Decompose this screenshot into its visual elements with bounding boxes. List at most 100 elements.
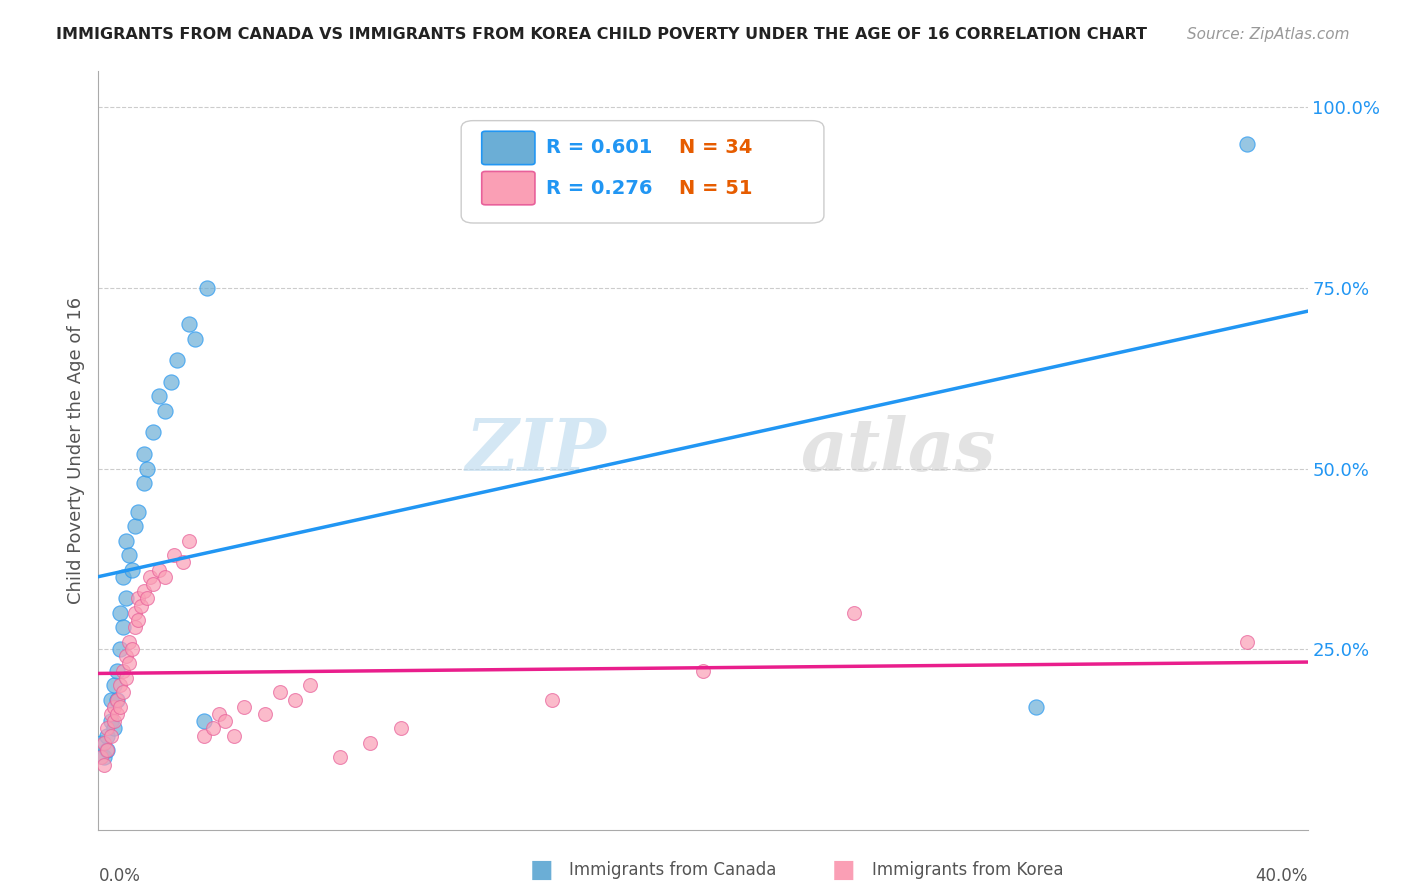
Point bbox=[284, 692, 307, 706]
Point bbox=[129, 599, 152, 613]
Point bbox=[142, 425, 165, 440]
Point bbox=[166, 353, 188, 368]
Point bbox=[153, 403, 176, 417]
Point bbox=[90, 736, 112, 750]
Point bbox=[103, 678, 125, 692]
Point bbox=[172, 555, 194, 569]
FancyBboxPatch shape bbox=[461, 120, 824, 223]
Point bbox=[195, 281, 218, 295]
Text: R = 0.276: R = 0.276 bbox=[546, 178, 652, 198]
Point bbox=[148, 389, 170, 403]
Point bbox=[114, 671, 136, 685]
Point bbox=[96, 743, 118, 757]
Point bbox=[135, 461, 157, 475]
Text: ■: ■ bbox=[530, 858, 553, 881]
Point bbox=[114, 591, 136, 606]
Point bbox=[103, 722, 125, 736]
Text: 40.0%: 40.0% bbox=[1256, 867, 1308, 886]
Point bbox=[90, 750, 112, 764]
Point bbox=[100, 714, 122, 729]
Point bbox=[96, 722, 118, 736]
Point bbox=[1236, 635, 1258, 649]
Text: R = 0.601: R = 0.601 bbox=[546, 138, 652, 158]
Point bbox=[118, 657, 141, 671]
Point bbox=[179, 317, 201, 331]
Point bbox=[108, 606, 131, 620]
Point bbox=[93, 757, 115, 772]
Point bbox=[844, 606, 866, 620]
Text: 0.0%: 0.0% bbox=[98, 867, 141, 886]
Point bbox=[135, 591, 157, 606]
Text: ZIP: ZIP bbox=[465, 415, 606, 486]
Point bbox=[93, 750, 115, 764]
Point bbox=[108, 678, 131, 692]
Point bbox=[105, 664, 128, 678]
Point bbox=[253, 706, 276, 721]
Point bbox=[103, 699, 125, 714]
FancyBboxPatch shape bbox=[482, 131, 534, 165]
Point bbox=[121, 563, 143, 577]
Text: ■: ■ bbox=[832, 858, 855, 881]
Point bbox=[142, 577, 165, 591]
Point bbox=[105, 706, 128, 721]
Point bbox=[160, 375, 183, 389]
Text: Source: ZipAtlas.com: Source: ZipAtlas.com bbox=[1187, 27, 1350, 42]
Text: N = 51: N = 51 bbox=[679, 178, 752, 198]
Point bbox=[193, 729, 215, 743]
Point bbox=[124, 519, 146, 533]
Text: atlas: atlas bbox=[800, 415, 995, 486]
Point bbox=[214, 714, 236, 729]
Point bbox=[93, 736, 115, 750]
Text: Immigrants from Korea: Immigrants from Korea bbox=[872, 861, 1063, 879]
Point bbox=[184, 332, 207, 346]
Point bbox=[111, 664, 134, 678]
Text: N = 34: N = 34 bbox=[679, 138, 752, 158]
Point bbox=[132, 584, 155, 599]
Point bbox=[118, 548, 141, 562]
Point bbox=[96, 743, 118, 757]
Point bbox=[208, 706, 231, 721]
Text: IMMIGRANTS FROM CANADA VS IMMIGRANTS FROM KOREA CHILD POVERTY UNDER THE AGE OF 1: IMMIGRANTS FROM CANADA VS IMMIGRANTS FRO… bbox=[56, 27, 1147, 42]
Point bbox=[121, 642, 143, 657]
Point bbox=[124, 620, 146, 634]
Point bbox=[111, 685, 134, 699]
Point bbox=[232, 699, 254, 714]
Point bbox=[540, 692, 562, 706]
Point bbox=[153, 570, 176, 584]
Point bbox=[96, 729, 118, 743]
Point bbox=[114, 649, 136, 664]
Point bbox=[139, 570, 162, 584]
Point bbox=[1024, 699, 1046, 714]
Point bbox=[103, 714, 125, 729]
Y-axis label: Child Poverty Under the Age of 16: Child Poverty Under the Age of 16 bbox=[66, 297, 84, 604]
Point bbox=[100, 729, 122, 743]
Text: Immigrants from Canada: Immigrants from Canada bbox=[569, 861, 776, 879]
Point bbox=[127, 613, 149, 627]
Point bbox=[105, 692, 128, 706]
Point bbox=[269, 685, 291, 699]
Point bbox=[100, 692, 122, 706]
Point bbox=[105, 692, 128, 706]
Point bbox=[132, 475, 155, 490]
Point bbox=[163, 548, 186, 562]
Point bbox=[108, 699, 131, 714]
Point bbox=[124, 606, 146, 620]
Point bbox=[202, 722, 225, 736]
Point bbox=[111, 620, 134, 634]
FancyBboxPatch shape bbox=[482, 171, 534, 205]
Point bbox=[299, 678, 322, 692]
Point bbox=[1236, 136, 1258, 151]
Point bbox=[360, 736, 382, 750]
Point bbox=[132, 447, 155, 461]
Point bbox=[114, 533, 136, 548]
Point bbox=[111, 570, 134, 584]
Point bbox=[692, 664, 714, 678]
Point bbox=[179, 533, 201, 548]
Point bbox=[389, 722, 412, 736]
Point bbox=[127, 505, 149, 519]
Point bbox=[100, 706, 122, 721]
Point bbox=[148, 563, 170, 577]
Point bbox=[127, 591, 149, 606]
Point bbox=[108, 642, 131, 657]
Point bbox=[118, 635, 141, 649]
